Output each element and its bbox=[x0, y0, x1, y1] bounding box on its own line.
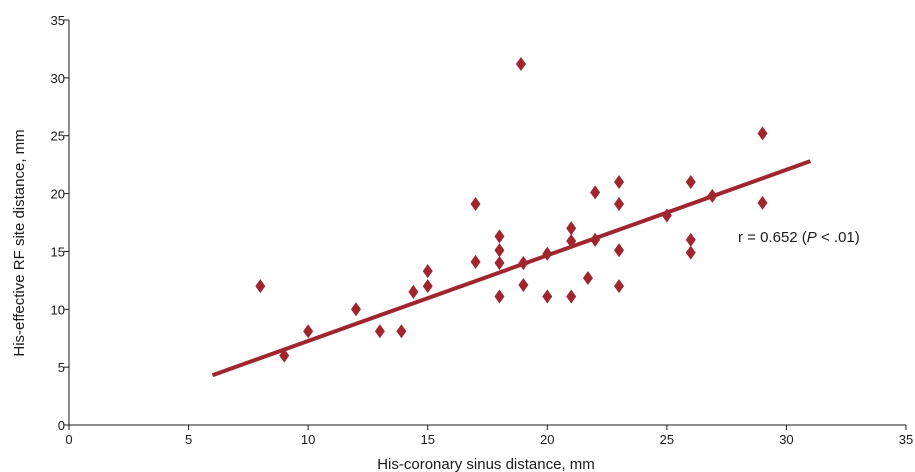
data-point bbox=[566, 289, 577, 304]
data-point bbox=[279, 348, 290, 363]
annotation-p-italic: P bbox=[807, 229, 817, 246]
data-point bbox=[470, 196, 481, 211]
data-point bbox=[542, 289, 553, 304]
x-tick-label: 10 bbox=[301, 432, 315, 447]
y-tick-label: 20 bbox=[51, 187, 65, 202]
data-point bbox=[614, 279, 625, 294]
data-point bbox=[518, 277, 529, 292]
y-tick-label: 5 bbox=[58, 360, 65, 375]
annotation-suffix: < .01) bbox=[817, 229, 860, 246]
data-point bbox=[422, 279, 433, 294]
data-point bbox=[396, 324, 407, 339]
data-point bbox=[590, 185, 601, 200]
data-point bbox=[494, 256, 505, 270]
data-point bbox=[518, 256, 529, 270]
data-point bbox=[590, 232, 601, 247]
data-point bbox=[661, 208, 672, 223]
y-axis-title: His-effective RF site distance, mm bbox=[11, 129, 28, 356]
data-point bbox=[515, 56, 526, 71]
x-axis-title: His-coronary sinus distance, mm bbox=[377, 456, 595, 472]
chart-axes: 0 5 10 15 20 25 30 35 0 5 10 15 20 25 30 35 bbox=[51, 13, 914, 447]
data-point bbox=[757, 126, 768, 141]
x-tick-label: 15 bbox=[420, 432, 434, 447]
data-point bbox=[422, 264, 433, 279]
y-tick-label: 15 bbox=[51, 244, 65, 259]
x-tick-label: 5 bbox=[185, 432, 192, 447]
x-tick-label: 35 bbox=[899, 432, 913, 447]
data-point bbox=[757, 195, 768, 210]
correlation-annotation: r = 0.652 (P < .01) bbox=[738, 229, 860, 246]
y-tick-label: 35 bbox=[51, 13, 65, 28]
annotation-prefix: r = 0.652 ( bbox=[738, 229, 807, 246]
y-tick-label: 10 bbox=[51, 302, 65, 317]
data-point bbox=[470, 254, 481, 269]
data-point bbox=[494, 289, 505, 304]
data-point bbox=[408, 284, 419, 299]
data-point bbox=[707, 188, 718, 203]
data-point bbox=[350, 302, 361, 317]
y-tick-label: 25 bbox=[51, 129, 65, 144]
x-tick-label: 25 bbox=[660, 432, 674, 447]
data-point bbox=[685, 232, 696, 247]
data-point bbox=[303, 324, 314, 339]
data-point bbox=[685, 245, 696, 260]
data-point bbox=[614, 243, 625, 258]
trendline bbox=[211, 159, 812, 378]
y-axis-ticks: 0 5 10 15 20 25 30 35 bbox=[51, 13, 69, 433]
x-tick-label: 30 bbox=[779, 432, 793, 447]
y-tick-label: 0 bbox=[58, 418, 65, 433]
data-point bbox=[614, 196, 625, 211]
data-point bbox=[614, 175, 625, 189]
x-axis-ticks: 0 5 10 15 20 25 30 35 bbox=[65, 425, 913, 447]
data-points bbox=[255, 56, 768, 363]
data-point bbox=[494, 243, 505, 258]
data-point bbox=[494, 229, 505, 244]
data-point bbox=[542, 246, 553, 261]
data-point bbox=[582, 271, 593, 286]
data-point bbox=[374, 324, 385, 339]
data-point bbox=[566, 234, 577, 249]
data-point bbox=[255, 279, 266, 294]
data-point bbox=[685, 175, 696, 189]
x-tick-label: 20 bbox=[540, 432, 554, 447]
data-point bbox=[566, 221, 577, 236]
y-tick-label: 30 bbox=[51, 71, 65, 86]
x-tick-label: 0 bbox=[65, 432, 72, 447]
